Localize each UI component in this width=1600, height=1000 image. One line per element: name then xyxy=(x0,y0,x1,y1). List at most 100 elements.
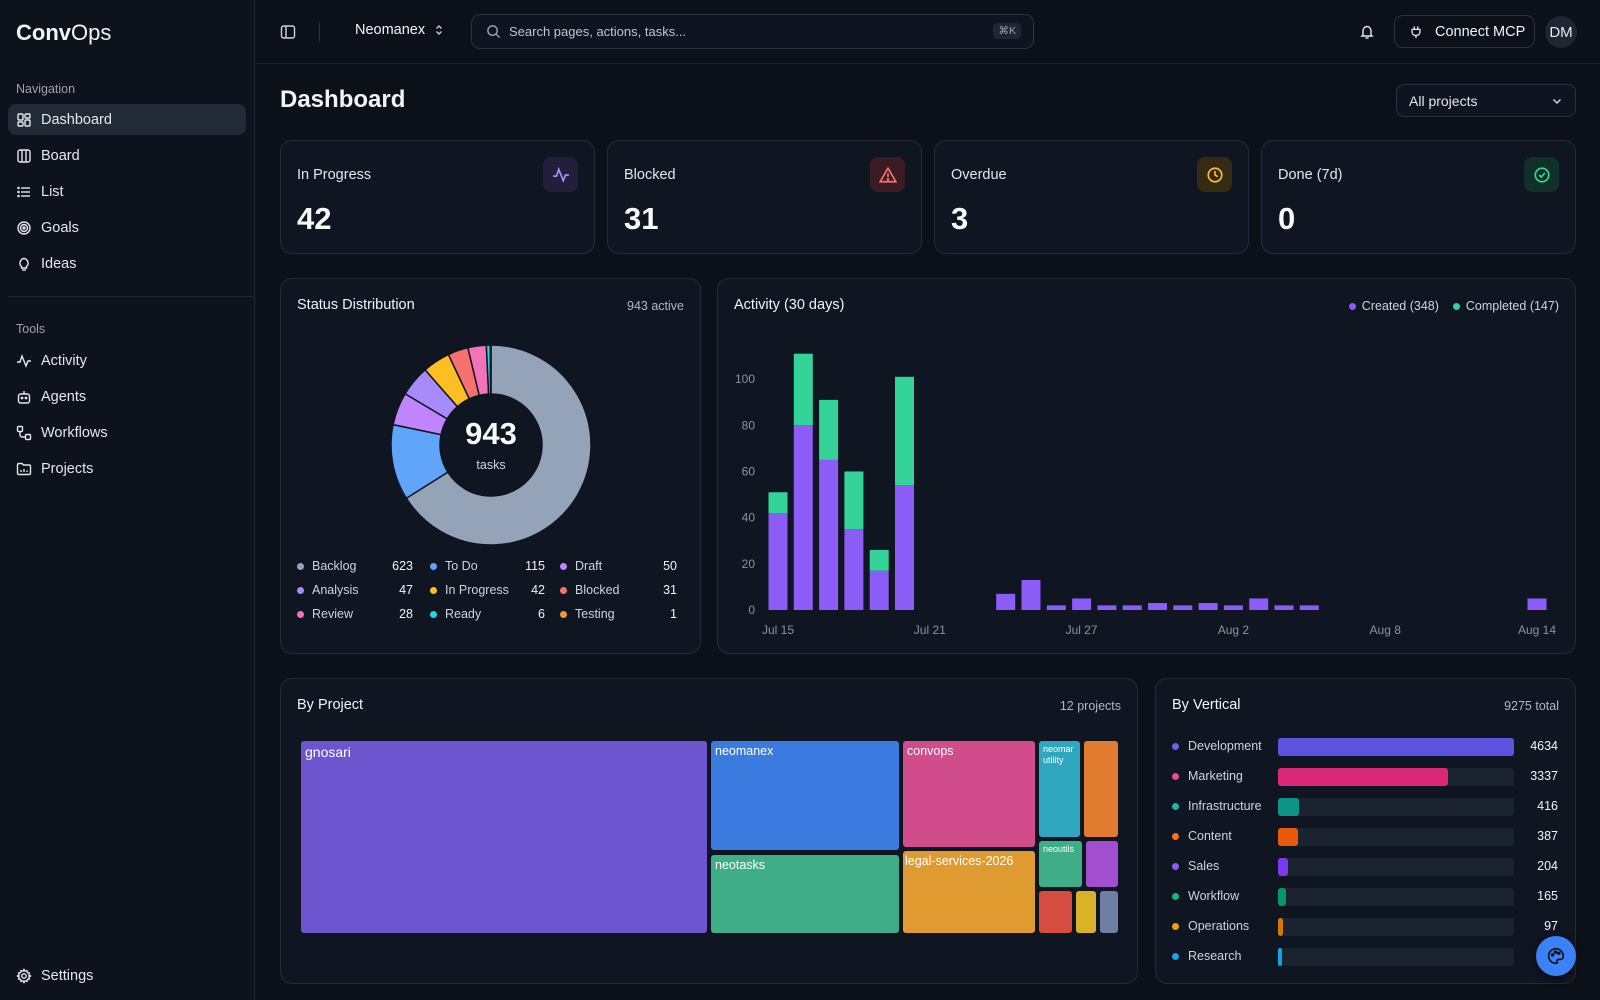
vertical-dot xyxy=(1172,923,1179,930)
treemap-cell-legal-services[interactable]: legal-services-2026 xyxy=(903,851,1035,933)
bar-created-jul-31[interactable] xyxy=(1173,605,1193,610)
bar-created-jul-26[interactable] xyxy=(1046,605,1066,610)
vertical-row-workflow[interactable]: Workflow 165 xyxy=(1172,887,1558,907)
chevrons-up-down-icon xyxy=(436,25,443,35)
toggle-sidebar-button[interactable] xyxy=(278,22,298,42)
nav-heading: Navigation xyxy=(16,82,76,96)
search-input[interactable] xyxy=(509,24,979,39)
project-filter-select[interactable]: All projects xyxy=(1396,84,1576,117)
donut-slice-backlog[interactable] xyxy=(405,345,591,545)
connect-mcp-button[interactable]: Connect MCP xyxy=(1394,15,1535,48)
legend-value: 6 xyxy=(538,607,545,621)
workspace-switcher[interactable]: Neomanex xyxy=(355,22,445,38)
vertical-label: Infrastructure xyxy=(1188,799,1262,813)
sidebar-item-workflows[interactable]: Workflows xyxy=(8,417,246,448)
treemap-cell-project[interactable] xyxy=(1100,891,1118,933)
bar-created-jul-18[interactable] xyxy=(844,529,864,610)
bar-created-jul-19[interactable] xyxy=(869,570,889,610)
legend-label: Testing xyxy=(575,607,615,621)
bar-created-jul-17[interactable] xyxy=(819,459,839,610)
bar-created-aug-4[interactable] xyxy=(1274,605,1294,610)
vertical-row-infrastructure[interactable]: Infrastructure 416 xyxy=(1172,797,1558,817)
bar-created-jul-30[interactable] xyxy=(1148,603,1167,610)
bar-created-jul-25[interactable] xyxy=(1021,579,1041,610)
vertical-row-content[interactable]: Content 387 xyxy=(1172,827,1558,847)
legend-value: 623 xyxy=(392,559,413,573)
bar-completed-jul-17[interactable] xyxy=(819,399,839,460)
status-legend-item: Analysis xyxy=(297,583,359,597)
stat-card-in-progress[interactable]: In Progress 42 xyxy=(280,140,595,254)
sidebar-item-label: Workflows xyxy=(41,424,108,441)
treemap-cell-convops[interactable]: convops xyxy=(903,741,1035,847)
sidebar-item-activity[interactable]: Activity xyxy=(8,345,246,376)
treemap-cell-neomar-utility[interactable]: neomar utility xyxy=(1039,741,1080,837)
avatar[interactable]: DM xyxy=(1545,16,1577,48)
status-legend-item: Backlog xyxy=(297,559,356,573)
vertical-row-research[interactable]: Research0 xyxy=(1172,947,1558,967)
vertical-row-marketing[interactable]: Marketing 3337 xyxy=(1172,767,1558,787)
bar-created-aug-1[interactable] xyxy=(1198,603,1218,610)
stat-card-blocked[interactable]: Blocked 31 xyxy=(607,140,922,254)
bar-created-jul-20[interactable] xyxy=(895,485,914,610)
treemap-cell-gnosari[interactable]: gnosari xyxy=(301,741,707,933)
dashboard-icon xyxy=(17,112,31,127)
workflow-icon xyxy=(16,425,32,440)
x-tick-label: Aug 14 xyxy=(1518,623,1556,637)
bar-created-aug-2[interactable] xyxy=(1223,605,1243,610)
search-bar[interactable]: ⌘K xyxy=(471,14,1034,49)
treemap-cell-neomanex[interactable]: neomanex xyxy=(711,741,899,850)
sidebar-item-board[interactable]: Board xyxy=(8,140,246,171)
bar-completed-jul-18[interactable] xyxy=(844,471,864,530)
treemap-cell-neoutils[interactable]: neoutils xyxy=(1039,841,1082,887)
y-tick-label: 60 xyxy=(742,464,756,478)
treemap-cell-neotasks[interactable]: neotasks xyxy=(711,855,899,933)
bar-created-jul-16[interactable] xyxy=(793,425,813,610)
chevron-down-icon xyxy=(1552,98,1562,105)
legend-dot xyxy=(430,610,437,618)
bar-created-aug-3[interactable] xyxy=(1249,598,1269,610)
bar-created-aug-5[interactable] xyxy=(1299,605,1319,610)
treemap-cell-project[interactable] xyxy=(1039,891,1072,933)
vertical-label: Development xyxy=(1188,739,1262,753)
notifications-button[interactable] xyxy=(1357,22,1377,42)
bar-created-jul-24[interactable] xyxy=(996,593,1016,610)
bar-created-jul-27[interactable] xyxy=(1072,598,1092,610)
y-tick-label: 40 xyxy=(742,511,756,525)
treemap-cell-project[interactable] xyxy=(1086,841,1118,887)
legend-dot xyxy=(297,562,304,570)
sidebar-item-ideas[interactable]: Ideas xyxy=(8,248,246,279)
sidebar-item-goals[interactable]: Goals xyxy=(8,212,246,243)
bar-created-jul-28[interactable] xyxy=(1097,605,1117,610)
treemap-cell-project[interactable] xyxy=(1076,891,1096,933)
vertical-row-development[interactable]: Development 4634 xyxy=(1172,737,1558,757)
legend-dot xyxy=(560,586,567,594)
bar-completed-jul-15[interactable] xyxy=(768,492,788,514)
vertical-label: Workflow xyxy=(1188,889,1240,903)
theme-palette-button[interactable] xyxy=(1536,936,1576,976)
bar-created-aug-14[interactable] xyxy=(1527,598,1547,610)
app-logo[interactable]: ConvOps xyxy=(16,20,112,45)
donut-center-label: tasks xyxy=(476,458,506,472)
bar-completed-jul-20[interactable] xyxy=(895,376,914,486)
donut-slice-testing[interactable] xyxy=(489,345,492,395)
treemap-cell-project[interactable] xyxy=(1084,741,1118,837)
bar-completed-jul-16[interactable] xyxy=(793,353,813,426)
vertical-fill xyxy=(1278,858,1289,876)
stat-label: Blocked xyxy=(624,167,676,183)
status-legend-item: Draft xyxy=(560,559,602,573)
sidebar-item-agents[interactable]: Agents xyxy=(8,381,246,412)
bar-completed-jul-19[interactable] xyxy=(869,549,889,571)
sidebar-item-list[interactable]: List xyxy=(8,176,246,207)
stat-card-overdue[interactable]: Overdue 3 xyxy=(934,140,1249,254)
vertical-label: Content xyxy=(1188,829,1232,843)
stat-card-done[interactable]: Done (7d) 0 xyxy=(1261,140,1576,254)
sidebar-item-settings[interactable]: Settings xyxy=(8,960,246,991)
sidebar-item-dashboard[interactable]: Dashboard xyxy=(8,104,246,135)
vertical-row-operations[interactable]: Operations 97 xyxy=(1172,917,1558,937)
vertical-dot xyxy=(1172,773,1179,780)
status-distribution-card: Status Distribution 943 active 943 tasks… xyxy=(280,278,701,654)
sidebar-item-projects[interactable]: Projects xyxy=(8,453,246,484)
bar-created-jul-29[interactable] xyxy=(1122,605,1142,610)
vertical-row-sales[interactable]: Sales 204 xyxy=(1172,857,1558,877)
bar-created-jul-15[interactable] xyxy=(768,513,788,610)
